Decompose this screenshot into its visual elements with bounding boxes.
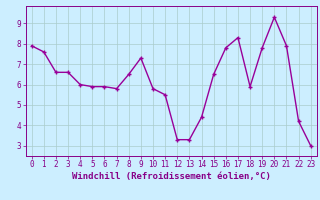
X-axis label: Windchill (Refroidissement éolien,°C): Windchill (Refroidissement éolien,°C) [72,172,271,181]
